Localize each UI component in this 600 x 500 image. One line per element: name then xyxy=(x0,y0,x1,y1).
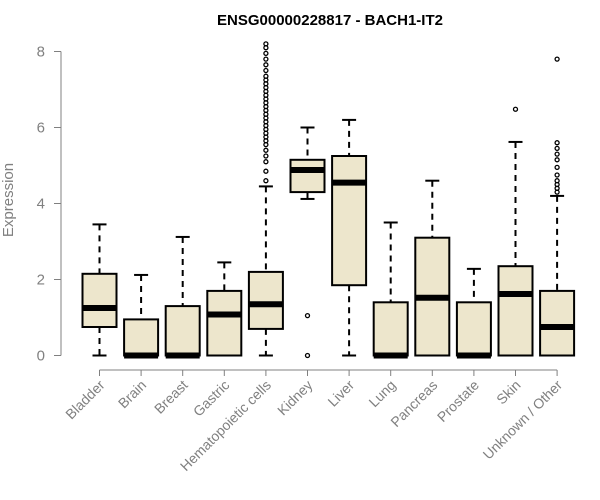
box-liver xyxy=(331,118,368,357)
box-breast xyxy=(164,235,201,359)
y-tick-label: 2 xyxy=(37,272,45,289)
box-skin xyxy=(497,106,534,357)
box-iqr xyxy=(331,155,368,287)
outlier-point xyxy=(554,172,560,178)
box-hematopoietic-cells xyxy=(247,41,284,357)
y-tick-label: 8 xyxy=(37,44,45,61)
box-brain xyxy=(123,273,160,359)
outlier-point xyxy=(554,178,560,184)
y-axis: 0 2 4 6 8 xyxy=(37,44,62,365)
x-tick-label: Brain xyxy=(115,377,149,411)
outlier-point xyxy=(304,312,311,319)
y-tick-label: 6 xyxy=(37,120,45,137)
box-prostate xyxy=(455,267,492,359)
box-kidney xyxy=(289,126,326,359)
outlier-point xyxy=(554,164,560,171)
outlier-point xyxy=(554,145,560,152)
box-unknown-other xyxy=(539,56,576,357)
outlier-point xyxy=(263,67,269,74)
x-tick-label: Bladder xyxy=(62,377,108,423)
y-tick-label: 0 xyxy=(37,348,45,365)
x-tick-label: Liver xyxy=(324,377,357,410)
outlier-point xyxy=(554,140,560,146)
box-bladder xyxy=(81,223,118,357)
plot-area xyxy=(81,41,576,359)
y-tick-label: 4 xyxy=(37,196,45,213)
x-tick-label: Kidney xyxy=(274,377,316,419)
x-tick-label: Unknown / Other xyxy=(480,377,566,463)
box-iqr xyxy=(455,301,492,357)
y-axis-label: Expression xyxy=(0,163,17,237)
outlier-point xyxy=(263,73,269,79)
x-tick-label: Lung xyxy=(365,377,398,410)
outlier-point xyxy=(263,56,269,62)
box-lung xyxy=(372,221,409,359)
outlier-point xyxy=(512,106,519,112)
box-pancreas xyxy=(414,179,451,357)
x-tick-label: Prostate xyxy=(434,377,482,425)
box-iqr xyxy=(539,289,576,357)
box-iqr xyxy=(247,270,284,330)
outlier-point xyxy=(263,50,269,57)
outlier-point xyxy=(263,168,269,174)
outlier-point xyxy=(263,178,269,184)
box-iqr xyxy=(497,265,534,357)
outlier-point xyxy=(554,151,560,157)
outlier-point xyxy=(554,157,560,163)
outlier-point xyxy=(304,352,311,359)
x-tick-label: Breast xyxy=(151,377,191,417)
outlier-point xyxy=(554,56,560,62)
outlier-point xyxy=(263,159,269,165)
box-gastric xyxy=(206,261,243,357)
outlier-point xyxy=(263,147,269,153)
box-iqr xyxy=(289,158,326,194)
box-iqr xyxy=(372,301,409,357)
outlier-point xyxy=(263,62,269,68)
box-iqr xyxy=(206,289,243,357)
outlier-point xyxy=(263,153,269,159)
box-iqr xyxy=(123,318,160,357)
chart-title: ENSG00000228817 - BACH1-IT2 xyxy=(217,12,443,29)
outlier-point xyxy=(263,41,269,47)
box-iqr xyxy=(81,272,118,328)
box-iqr xyxy=(164,305,201,357)
x-tick-label: Skin xyxy=(493,377,524,408)
